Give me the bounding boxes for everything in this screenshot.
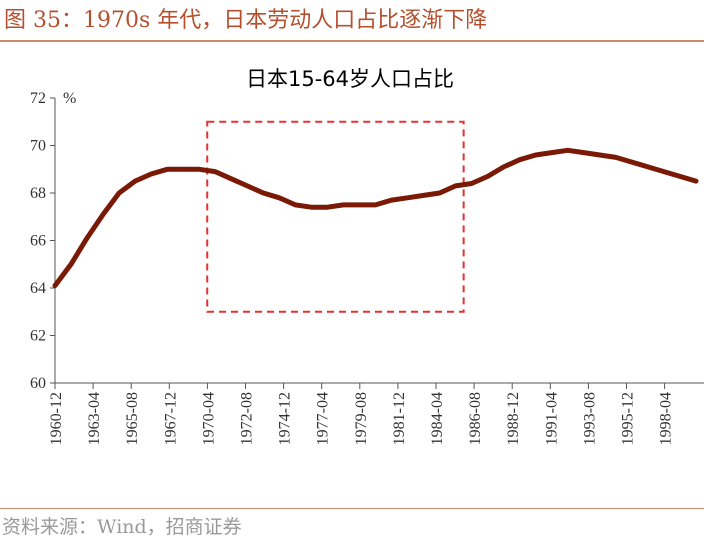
x-tick-label: 1995-12 (620, 392, 637, 445)
y-tick-label: 66 (30, 233, 46, 250)
axes: 60 62 64 66 68 70 72 1960-12 1963-04 1965-08 1967-… (30, 90, 704, 445)
x-tick-label: 1965-08 (124, 392, 141, 445)
source-rule (0, 508, 704, 509)
x-tick-label: 1970-04 (200, 392, 217, 445)
x-tick-label: 1998-04 (658, 392, 675, 445)
x-tick-label: 1963-04 (86, 392, 103, 445)
x-tick-label: 1977-04 (315, 392, 332, 445)
series-group (52, 147, 699, 289)
x-tick-label: 1993-08 (581, 392, 598, 445)
x-tick-label: 1986-08 (467, 392, 484, 445)
y-tick-label: 72 (30, 90, 46, 107)
highlight-box-group (206, 120, 465, 313)
y-tick-label: 68 (30, 185, 46, 202)
x-tick-label: 1984-04 (429, 392, 446, 445)
title-rule (0, 40, 704, 42)
x-tick-label: 1988-12 (505, 392, 522, 445)
x-tick-label: 1967-12 (162, 392, 179, 445)
y-tick-label: 64 (30, 280, 46, 297)
y-tick-label: 70 (30, 138, 46, 155)
x-tick-label: 1979-08 (353, 392, 370, 445)
source-note: 资料来源：Wind，招商证券 (2, 516, 242, 538)
y-tick-label: 62 (30, 328, 46, 345)
x-tick-label: 1991-04 (543, 392, 560, 445)
x-tick-label: 1981-12 (391, 392, 408, 445)
figure-title: 图 35：1970s 年代，日本劳动人口占比逐渐下降 (4, 8, 488, 33)
x-tick-label: 1974-12 (277, 392, 294, 445)
chart-title: 日本15-64岁人口占比 (246, 67, 454, 91)
series-line (52, 147, 699, 289)
x-tick-label: 1972-08 (239, 392, 256, 445)
highlight-box (206, 120, 465, 313)
y-tick-label: 60 (30, 375, 46, 392)
y-axis-unit-label: % (63, 90, 76, 107)
x-tick-label: 1960-12 (48, 392, 65, 445)
